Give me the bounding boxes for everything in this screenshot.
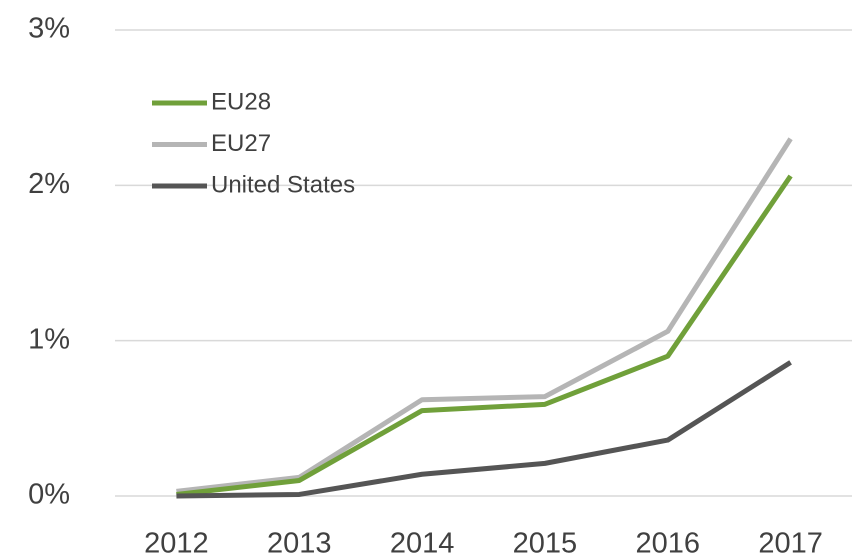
legend-label: EU27	[211, 130, 271, 157]
y-tick-label: 2%	[28, 168, 70, 200]
x-tick-label: 2012	[144, 528, 209, 559]
series-line	[176, 174, 793, 497]
legend-label: EU28	[211, 88, 271, 115]
x-tick-label: 2013	[267, 528, 332, 559]
y-tick-label: 1%	[28, 323, 70, 355]
series-line	[176, 137, 793, 494]
legend-label: United States	[211, 171, 355, 198]
x-tick-label: 2015	[513, 528, 578, 559]
y-tick-label: 0%	[28, 479, 70, 511]
y-tick-label: 3%	[28, 13, 70, 45]
x-tick-label: 2017	[758, 528, 823, 559]
x-tick-label: 2016	[635, 528, 700, 559]
x-tick-label: 2014	[390, 528, 455, 559]
series-line	[176, 360, 792, 499]
